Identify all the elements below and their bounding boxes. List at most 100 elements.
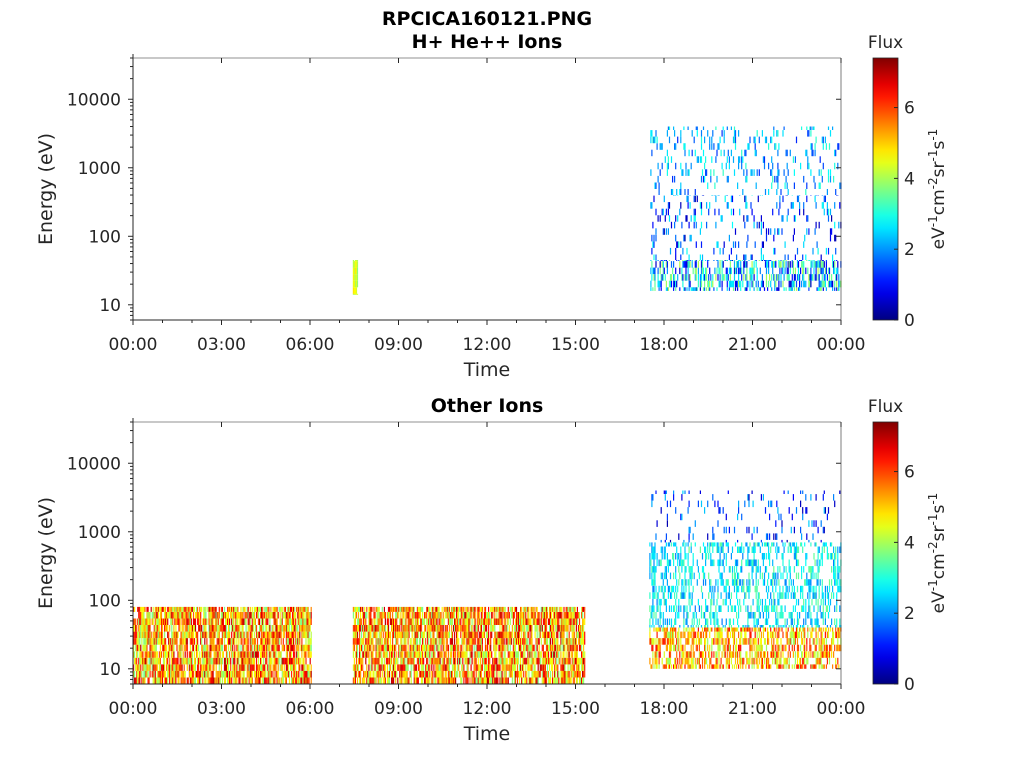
- data-cell: [835, 247, 837, 255]
- data-cell: [292, 618, 294, 625]
- data-cell: [144, 651, 146, 658]
- data-cell: [510, 612, 512, 619]
- data-cell: [396, 606, 398, 612]
- data-cell: [534, 631, 536, 639]
- data-cell: [172, 657, 174, 665]
- data-cell: [189, 638, 191, 645]
- data-cell: [687, 260, 689, 261]
- data-cell: [176, 606, 178, 612]
- data-cell: [721, 261, 723, 268]
- data-cell: [359, 670, 361, 678]
- data-cell: [506, 657, 508, 665]
- data-cell: [368, 670, 370, 678]
- data-cell: [155, 644, 157, 652]
- data-cell: [405, 638, 407, 645]
- data-cell: [784, 182, 786, 189]
- data-cell: [565, 677, 567, 684]
- data-cell: [377, 651, 379, 658]
- data-cell: [184, 606, 186, 612]
- data-cell: [161, 664, 164, 671]
- data-cell: [212, 606, 214, 612]
- data-cell: [511, 606, 513, 612]
- data-cell: [496, 606, 498, 612]
- data-cell: [776, 189, 778, 195]
- data-cell: [744, 221, 746, 229]
- data-cell: [495, 638, 497, 645]
- data-cell: [397, 631, 399, 639]
- data-cell: [515, 618, 518, 625]
- data-cell: [147, 664, 149, 671]
- data-cell: [696, 195, 698, 203]
- data-cell: [288, 625, 291, 632]
- data-cell: [679, 208, 681, 216]
- data-cell: [789, 261, 791, 268]
- data-cell: [555, 606, 557, 612]
- data-cell: [281, 677, 283, 684]
- data-cell: [429, 606, 431, 612]
- data-cell: [303, 677, 305, 684]
- data-cell: [493, 638, 495, 645]
- data-cell: [403, 644, 405, 652]
- data-cell: [565, 651, 567, 658]
- data-cell: [545, 638, 548, 645]
- data-cell: [508, 638, 510, 645]
- data-cell: [308, 664, 310, 671]
- data-cell: [774, 287, 776, 291]
- data-cell: [365, 625, 367, 632]
- data-cell: [275, 670, 277, 678]
- data-cell: [400, 657, 402, 665]
- data-cell: [498, 664, 500, 671]
- data-cell: [538, 638, 540, 645]
- data-cell: [501, 631, 503, 639]
- data-cell: [675, 254, 677, 260]
- data-cell: [154, 618, 156, 625]
- data-cell: [268, 664, 270, 671]
- data-cell: [190, 638, 192, 645]
- data-cell: [268, 651, 270, 658]
- data-cell: [435, 657, 437, 665]
- data-cell: [355, 625, 358, 632]
- data-cell: [479, 606, 481, 612]
- data-cell: [818, 221, 820, 229]
- data-cell: [525, 612, 527, 619]
- data-cell: [194, 657, 197, 665]
- data-cell: [286, 644, 288, 652]
- data-cell: [387, 612, 390, 619]
- data-cell: [571, 612, 573, 619]
- data-cell: [157, 638, 159, 645]
- data-cell: [383, 644, 385, 652]
- data-cell: [169, 625, 171, 632]
- data-cell: [161, 644, 164, 652]
- data-cell: [141, 618, 143, 625]
- data-cell: [561, 657, 563, 665]
- data-cell: [135, 644, 137, 652]
- data-cell: [442, 625, 444, 632]
- data-cell: [371, 664, 373, 671]
- data-cell: [480, 612, 482, 619]
- data-cell: [739, 208, 741, 216]
- data-cell: [469, 618, 471, 625]
- data-cell: [673, 287, 675, 291]
- data-cell: [133, 651, 135, 658]
- data-cell: [199, 677, 201, 684]
- data-cell: [356, 677, 359, 684]
- data-cell: [377, 677, 379, 684]
- data-cell: [291, 651, 293, 658]
- data-cell: [249, 657, 251, 665]
- data-cell: [243, 664, 245, 671]
- data-cell: [823, 274, 825, 281]
- data-cell: [164, 638, 166, 645]
- data-cell: [160, 618, 163, 625]
- data-cell: [821, 195, 823, 196]
- data-cell: [220, 612, 222, 619]
- data-cell: [515, 638, 518, 645]
- data-cell: [413, 644, 415, 652]
- data-cell: [804, 234, 806, 242]
- data-cell: [302, 677, 304, 684]
- data-cell: [144, 657, 146, 665]
- data-cell: [228, 644, 230, 652]
- data-cell: [372, 670, 374, 678]
- data-cell: [236, 670, 238, 678]
- data-cell: [810, 274, 812, 281]
- data-cell: [741, 267, 743, 275]
